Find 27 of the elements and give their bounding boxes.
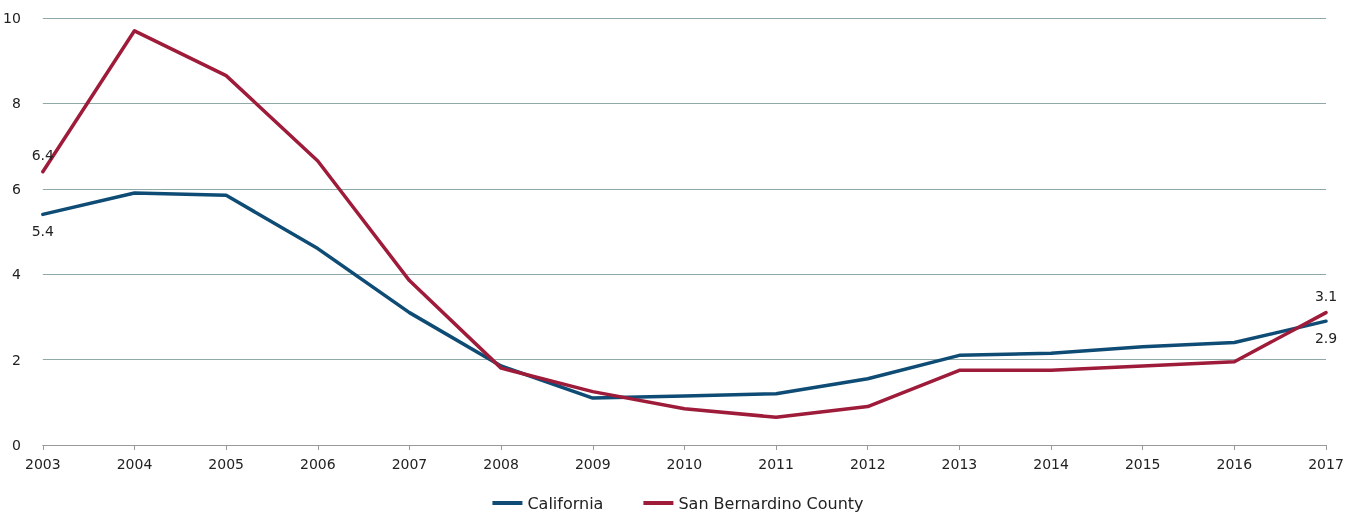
x-tick-label: 2003 <box>24 456 61 472</box>
legend-label: California <box>527 493 604 513</box>
x-tick-label: 2006 <box>299 456 336 472</box>
data-label: 6.4 <box>31 146 55 163</box>
legend-label: San Bernardino County <box>678 493 864 513</box>
y-tick-label: 6 <box>11 180 21 197</box>
y-tick-label: 8 <box>11 95 21 112</box>
x-tick-label: 2016 <box>1216 456 1253 472</box>
x-tick-label: 2004 <box>116 456 153 472</box>
y-tick-label: 2 <box>11 351 21 368</box>
y-tick-label: 4 <box>11 266 21 283</box>
x-tick-label: 2007 <box>391 456 428 472</box>
x-tick-label: 2014 <box>1033 456 1069 472</box>
x-tick-label: 2012 <box>849 456 886 472</box>
x-tick-label: 2011 <box>758 456 794 472</box>
data-label: 3.1 <box>1314 287 1338 304</box>
x-tick-label: 2017 <box>1308 456 1344 472</box>
data-label: 2.9 <box>1314 330 1338 347</box>
data-label: 5.4 <box>31 223 55 240</box>
x-tick-label: 2015 <box>1124 456 1161 472</box>
x-tick-label: 2010 <box>666 456 703 472</box>
x-tick-label: 2009 <box>574 456 611 472</box>
x-tick-label: 2005 <box>208 456 244 472</box>
y-tick-label: 0 <box>11 437 21 453</box>
y-tick-label: 10 <box>2 10 21 26</box>
x-tick-label: 2013 <box>941 456 978 472</box>
x-tick-label: 2008 <box>483 456 519 472</box>
